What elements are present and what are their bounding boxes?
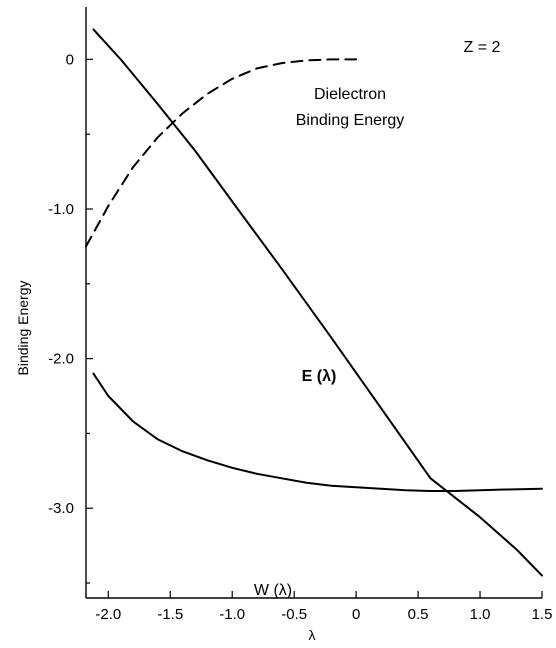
z-label: Z = 2 [464, 39, 501, 56]
x-tick-label: -2.0 [95, 606, 121, 623]
y-tick-label: 0 [66, 51, 74, 68]
y-tick-label: -3.0 [48, 500, 74, 517]
dielectron-label-line1: Dielectron [314, 86, 386, 103]
y-tick-label: -1.0 [48, 201, 74, 218]
x-axis-title: λ [309, 627, 316, 643]
x-tick-label: 1.0 [470, 606, 491, 623]
series [85, 28, 543, 577]
x-tick-label: 0 [352, 606, 360, 623]
labels: Binding Energy λ Z = 2 Dielectron Bindin… [15, 39, 501, 643]
x-tick-label: -1.5 [157, 606, 183, 623]
dielectron-curve [85, 58, 358, 248]
w-lambda-curve [92, 372, 543, 493]
x-tick-label: 0.5 [408, 606, 429, 623]
dielectron-label-line2: Binding Energy [296, 112, 405, 129]
axes [85, 7, 542, 599]
w-lambda-label: W (λ) [254, 582, 292, 599]
x-tick-label: -0.5 [281, 606, 307, 623]
ticks: -2.0 -1.5 -1.0 -0.5 0 0.5 1.0 1.5 0 -1.0 -2.0 -3.0 [48, 51, 552, 623]
e-lambda-label: E (λ) [302, 368, 337, 385]
y-axis-title: Binding Energy [15, 281, 31, 376]
y-tick-label: -2.0 [48, 351, 74, 368]
x-tick-label: -1.0 [219, 606, 245, 623]
e-lambda-curve [92, 28, 543, 577]
x-tick-label: 1.5 [532, 606, 553, 623]
